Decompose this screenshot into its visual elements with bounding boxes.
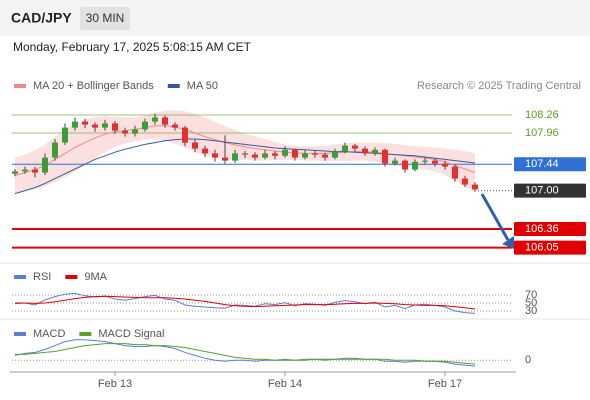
candle-body: [402, 160, 408, 170]
arrow-head: [502, 236, 514, 249]
candle-body: [372, 149, 378, 154]
candle-body: [462, 178, 468, 185]
x-tick-label: Feb 14: [268, 378, 302, 390]
source: Research © 2025 Trading Central: [417, 80, 581, 92]
legend-swatch: [14, 332, 26, 336]
candle-body: [302, 153, 308, 158]
candle-body: [412, 161, 418, 170]
level-label: 108.26: [525, 109, 559, 121]
candle-body: [452, 166, 458, 179]
y-tick-label: 0: [525, 354, 531, 366]
indicator-line: [15, 343, 476, 365]
level-label: 106.36: [525, 223, 559, 235]
legend-label: MA 20 + Bollinger Bands: [33, 80, 154, 92]
candle-body: [362, 148, 368, 154]
y-tick-label: 70: [525, 289, 537, 301]
candle-body: [272, 153, 278, 156]
level-label: 107.96: [525, 127, 559, 139]
legend-label: MACD Signal: [98, 328, 164, 340]
candle-body: [212, 153, 218, 158]
candle-body: [182, 127, 188, 143]
candle-body: [102, 123, 108, 128]
indicator-line: [15, 295, 476, 310]
candle-body: [242, 153, 248, 155]
legend-swatch: [79, 332, 92, 336]
level-box: [514, 240, 586, 255]
timeframe-box: [80, 7, 130, 30]
candle-body: [162, 117, 168, 125]
candle-body: [352, 145, 358, 149]
level-box: [514, 157, 586, 172]
candle-body: [472, 184, 478, 190]
level-box: [514, 183, 586, 198]
candle-body: [312, 153, 318, 155]
level-label: 107.44: [525, 158, 559, 170]
timeframe: 30 MIN: [86, 11, 125, 25]
legend-label: MACD: [33, 328, 65, 340]
candle-body: [382, 149, 388, 164]
candle-body: [342, 145, 348, 152]
candle-body: [392, 160, 398, 164]
forecast-arrow: [480, 193, 510, 241]
candle-body: [322, 154, 328, 158]
candle-body: [172, 124, 178, 128]
x-tick-label: Feb 13: [98, 378, 132, 390]
candle-body: [222, 157, 228, 161]
candle-body: [92, 124, 98, 128]
candle-body: [22, 169, 28, 172]
candle-body: [32, 169, 38, 173]
candle-body: [72, 121, 78, 128]
candle-body: [42, 157, 48, 173]
candle-body: [62, 127, 68, 143]
candle-body: [12, 171, 18, 174]
candle-body: [232, 153, 238, 161]
candle-body: [112, 123, 118, 131]
level-label: 107.00: [525, 185, 559, 197]
candle-body: [152, 117, 158, 122]
candle-body: [262, 153, 268, 158]
candle-body: [142, 121, 148, 130]
legend-swatch: [14, 275, 26, 279]
candle-body: [282, 149, 288, 156]
legend-swatch: [167, 84, 180, 88]
candle-body: [192, 142, 198, 149]
y-tick-label: 30: [525, 305, 537, 317]
candle-body: [252, 154, 258, 158]
level-box: [514, 222, 586, 236]
candle-body: [442, 163, 448, 167]
candle-body: [422, 160, 428, 162]
candle-body: [292, 149, 298, 158]
x-tick-label: Feb 17: [428, 378, 462, 390]
legend-swatch: [65, 275, 78, 279]
candle-body: [202, 148, 208, 154]
plot: 108.26 107.96 107.44 107.00 106.36 106.05 MA 2…: [12, 80, 586, 390]
candle-body: [122, 130, 128, 134]
candle-body: [332, 151, 338, 158]
subtitle: Monday, February 17, 2025 5:08:15 AM CET: [13, 40, 252, 54]
candle-body: [132, 129, 138, 134]
y-tick-label: 50: [525, 297, 537, 309]
ma-line: [14, 138, 476, 195]
candle-body: [432, 160, 438, 164]
legend-swatch: [14, 84, 26, 88]
legend-label: RSI: [33, 271, 51, 283]
candle-body: [52, 142, 58, 158]
candle-body: [82, 121, 88, 125]
legend-label: 9MA: [84, 271, 107, 283]
legend-label: MA 50: [187, 80, 218, 92]
indicator-line: [14, 339, 476, 367]
chart-title: CAD/JPY: [11, 10, 72, 26]
level-label: 106.05: [525, 242, 559, 254]
